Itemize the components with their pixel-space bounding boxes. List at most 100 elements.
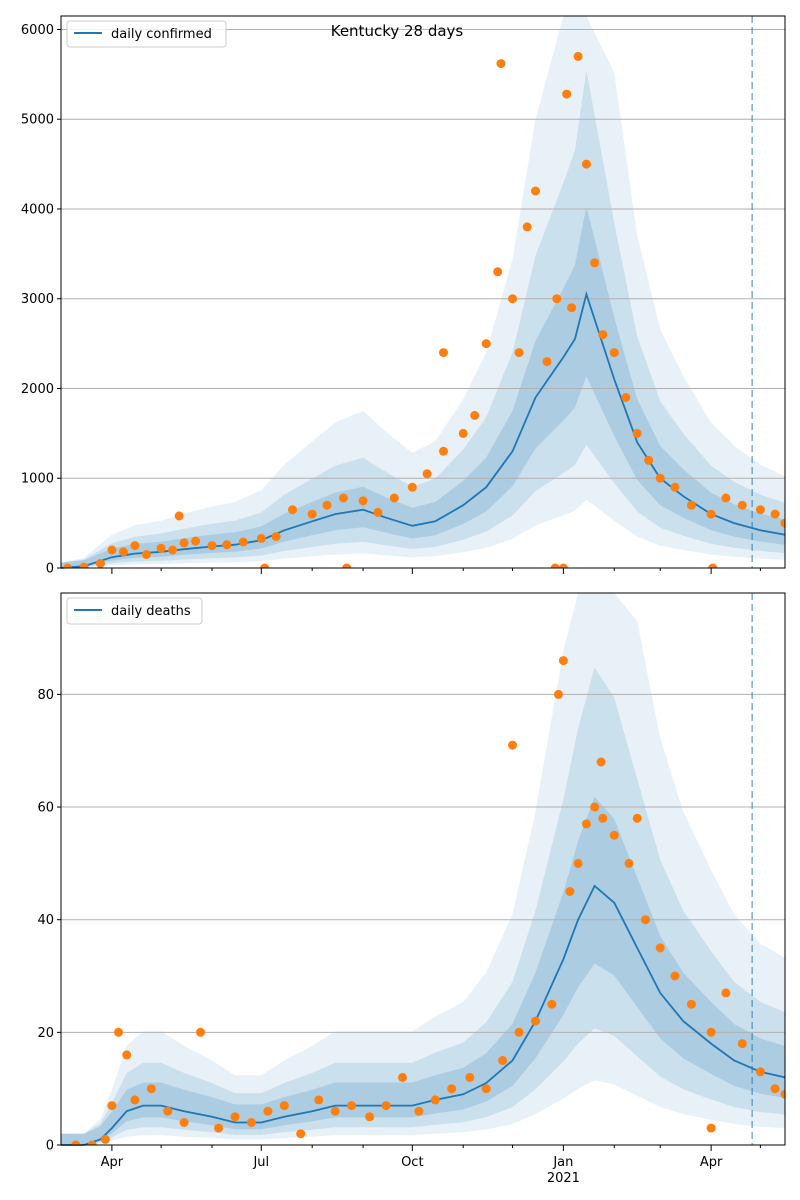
observed-point: [260, 563, 270, 568]
observed-point: [130, 1095, 140, 1105]
x-tick-label: Apr: [700, 1155, 723, 1170]
observed-point: [670, 482, 680, 492]
observed-point: [558, 656, 568, 666]
observed-point: [307, 509, 317, 519]
observed-point: [470, 410, 480, 420]
observed-point: [87, 1140, 97, 1145]
observed-point: [338, 493, 348, 503]
observed-point: [644, 455, 654, 465]
observed-point: [347, 1101, 357, 1111]
x-tick-label: Oct: [401, 1155, 423, 1170]
legend-label-confirmed: daily confirmed: [111, 27, 212, 42]
x-tick-label: Jan: [552, 1155, 573, 1170]
observed-point: [191, 536, 201, 546]
x-tick-label: Apr: [101, 1155, 124, 1170]
observed-point: [737, 1039, 747, 1049]
observed-point: [596, 757, 606, 767]
y-tick-label: 80: [37, 688, 54, 703]
legend-label-deaths: daily deaths: [111, 604, 191, 619]
observed-point: [458, 428, 468, 438]
observed-point: [737, 500, 747, 510]
observed-point: [708, 563, 718, 568]
observed-point: [624, 858, 634, 868]
observed-point: [686, 500, 696, 510]
observed-point: [365, 1112, 375, 1122]
daily-deaths-line: [61, 884, 786, 1146]
observed-point: [118, 547, 128, 557]
observed-point: [174, 511, 184, 521]
observed-point: [581, 159, 591, 169]
observed-point: [573, 51, 583, 61]
observed-point: [755, 505, 765, 515]
observed-point: [288, 505, 297, 515]
observed-point: [342, 563, 352, 568]
observed-point: [95, 559, 105, 568]
observed-point: [79, 562, 89, 568]
observed-point: [553, 689, 563, 699]
observed-point: [381, 1101, 391, 1111]
observed-point: [508, 294, 517, 304]
observed-point: [407, 482, 417, 492]
uncertainty-band: [61, 206, 785, 568]
confirmed-panel: 0 1000 2000 3000 4000 5000 6000 Kentucky 28 da…: [21, 15, 786, 577]
y-tick-label: 2000: [21, 382, 54, 397]
observed-point: [632, 428, 642, 438]
observed-point: [430, 1095, 440, 1105]
y-tick-label: 4000: [21, 202, 54, 217]
observed-point: [542, 357, 552, 367]
observed-point: [100, 1134, 110, 1144]
observed-point: [107, 1101, 117, 1111]
observed-point: [481, 339, 491, 349]
observed-point: [706, 1027, 716, 1037]
observed-point: [609, 348, 619, 358]
observed-point: [196, 1027, 205, 1037]
observed-point: [552, 294, 562, 304]
observed-point: [493, 267, 503, 277]
observed-point: [238, 537, 248, 547]
deaths-gridlines: [61, 693, 785, 1033]
observed-point: [71, 1140, 81, 1145]
observed-point: [130, 541, 140, 551]
observed-point: [590, 802, 600, 812]
y-tick-label: 0: [46, 1139, 54, 1154]
observed-point: [63, 563, 73, 568]
observed-point: [780, 518, 785, 528]
observed-point: [621, 393, 631, 402]
y-tick-label: 20: [37, 1026, 54, 1041]
deaths-points-layer: [71, 656, 785, 1145]
observed-point: [547, 999, 557, 1009]
observed-point: [439, 348, 448, 358]
observed-point: [481, 1084, 491, 1094]
observed-point: [780, 1089, 785, 1099]
observed-point: [641, 915, 650, 925]
observed-point: [207, 541, 217, 551]
observed-point: [373, 507, 383, 517]
observed-point: [706, 1123, 716, 1133]
observed-point: [581, 819, 591, 829]
y-tick-label: 1000: [21, 472, 54, 487]
observed-point: [567, 303, 577, 313]
legend-box: [66, 597, 203, 625]
plot-frame: [60, 592, 786, 1146]
deaths-line-layer: [61, 884, 786, 1146]
observed-point: [565, 887, 575, 896]
observed-point: [632, 813, 642, 823]
observed-point: [447, 1084, 457, 1094]
y-tick-label: 40: [37, 913, 54, 928]
observed-point: [314, 1095, 324, 1105]
observed-point: [141, 550, 151, 559]
observed-point: [531, 1016, 540, 1026]
deaths-axes: 0 20 40 60 80 Apr Jul Oct Jan Apr 2021: [37, 592, 786, 1186]
observed-point: [655, 473, 665, 483]
observed-point: [414, 1106, 424, 1116]
x-tick-label: Jul: [252, 1155, 269, 1170]
observed-point: [296, 1129, 306, 1139]
deaths-uncertainty-bands: [61, 593, 785, 1145]
observed-point: [514, 1027, 524, 1037]
observed-point: [721, 493, 731, 503]
observed-point: [163, 1106, 173, 1116]
observed-point: [755, 1067, 765, 1077]
confirmed-legend: daily confirmed: [66, 20, 227, 48]
observed-point: [496, 59, 506, 69]
